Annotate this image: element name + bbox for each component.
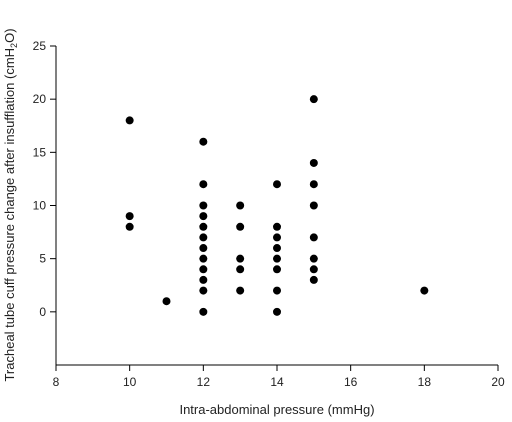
data-point [199, 265, 208, 274]
data-point [162, 297, 171, 306]
x-tick-label: 18 [418, 375, 432, 389]
y-tick-label: 20 [33, 92, 47, 106]
y-axis-ticks: 0 5 10 15 20 25 [33, 39, 56, 319]
data-point [199, 307, 208, 316]
data-point [309, 265, 318, 274]
y-tick-label: 15 [33, 145, 47, 159]
x-axis-ticks: 8 10 12 14 16 18 20 [53, 365, 505, 389]
data-point [273, 265, 281, 274]
data-point [125, 222, 134, 231]
data-point [199, 222, 208, 231]
data-point [199, 275, 208, 284]
data-point [309, 180, 318, 189]
data-point [199, 244, 208, 253]
data-point [199, 212, 208, 221]
y-axis-title-main: Tracheal tube cuff pressure change after… [2, 48, 17, 382]
x-tick-label: 20 [491, 375, 505, 389]
x-tick-label: 14 [270, 375, 284, 389]
data-point [199, 286, 208, 295]
x-tick-label: 12 [197, 375, 211, 389]
y-axis-title-end: O) [2, 28, 17, 42]
data-point [273, 222, 281, 231]
data-point [273, 307, 281, 316]
y-tick-label: 5 [39, 252, 46, 266]
data-point [309, 201, 318, 210]
data-point [236, 201, 245, 210]
data-point [236, 265, 245, 274]
data-point [309, 158, 318, 167]
y-axis-title: Tracheal tube cuff pressure change after… [2, 28, 19, 381]
data-point [273, 233, 281, 242]
data-point [273, 286, 281, 295]
x-tick-label: 8 [53, 375, 60, 389]
data-point [236, 222, 245, 231]
plot-frame [55, 46, 498, 366]
data-point [199, 180, 208, 189]
data-point [273, 180, 281, 189]
data-point [199, 233, 208, 242]
data-point [309, 254, 318, 263]
x-tick-label: 16 [344, 375, 358, 389]
data-point [199, 201, 208, 210]
y-tick-label: 25 [33, 39, 47, 53]
data-point [273, 254, 281, 263]
data-point [309, 95, 318, 104]
x-axis-title: Intra-abdominal pressure (mmHg) [179, 402, 374, 417]
data-point [236, 254, 245, 263]
y-axis-title-subscript: 2 [9, 43, 19, 48]
data-point [199, 137, 208, 146]
data-point [199, 254, 208, 263]
data-point [309, 275, 318, 284]
data-points [125, 95, 429, 316]
data-point [125, 116, 134, 125]
y-tick-label: 0 [39, 305, 46, 319]
data-point [273, 244, 281, 253]
data-point [309, 233, 318, 242]
data-point [420, 286, 429, 295]
x-tick-label: 10 [123, 375, 137, 389]
y-tick-label: 10 [33, 199, 47, 213]
data-point [236, 286, 245, 295]
data-point [125, 212, 134, 221]
